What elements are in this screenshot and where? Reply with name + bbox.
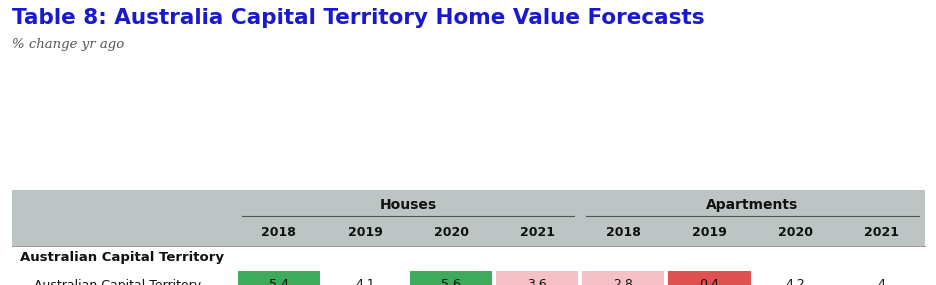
Text: 2.8: 2.8	[613, 278, 633, 285]
Bar	[12, 190, 924, 246]
Text: 3.6: 3.6	[527, 278, 547, 285]
Text: 2020: 2020	[777, 227, 812, 239]
Text: 2021: 2021	[519, 227, 554, 239]
Text: 2018: 2018	[261, 227, 296, 239]
Text: 4: 4	[877, 278, 885, 285]
Text: Apartments: Apartments	[706, 198, 797, 212]
Bar	[238, 271, 319, 285]
Text: 2019: 2019	[347, 227, 382, 239]
Text: Table 8: Australia Capital Territory Home Value Forecasts: Table 8: Australia Capital Territory Hom…	[12, 8, 704, 28]
Bar	[12, 246, 924, 285]
Text: % change yr ago: % change yr ago	[12, 38, 124, 51]
Text: 2019: 2019	[692, 227, 726, 239]
Text: Australian Capital Territory: Australian Capital Territory	[21, 251, 224, 264]
Bar	[496, 271, 578, 285]
Text: 2021: 2021	[863, 227, 899, 239]
Text: 0.4: 0.4	[699, 278, 719, 285]
Text: 5.4: 5.4	[269, 278, 288, 285]
Text: Australian Capital Territory: Australian Capital Territory	[34, 278, 201, 285]
Text: Houses: Houses	[379, 198, 436, 212]
Text: 2018: 2018	[606, 227, 640, 239]
Text: 4.2: 4.2	[785, 278, 805, 285]
Bar	[410, 271, 491, 285]
Text: 4.1: 4.1	[355, 278, 374, 285]
Text: 2020: 2020	[433, 227, 468, 239]
Bar	[667, 271, 750, 285]
Bar	[581, 271, 664, 285]
Text: 5.6: 5.6	[441, 278, 461, 285]
